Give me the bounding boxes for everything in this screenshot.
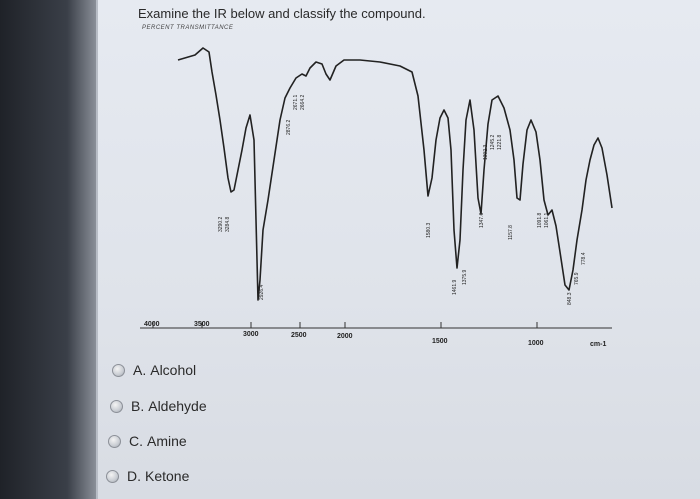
peak-label: 778.4 — [581, 252, 587, 265]
radio-button[interactable] — [108, 434, 121, 448]
x-tick-2500: 2500 — [291, 332, 307, 339]
option-alcohol[interactable]: A. Alcohol — [112, 362, 196, 378]
option-aldehyde[interactable]: B. Aldehyde — [110, 398, 207, 414]
peak-label: 2876.2 — [286, 119, 292, 135]
radio-button[interactable] — [106, 469, 119, 483]
radio-button[interactable] — [110, 399, 123, 413]
peak-label: 1375.9 — [462, 269, 468, 285]
x-tick-4000: 4000 — [144, 321, 160, 328]
peak-label: 1347.6 — [479, 212, 485, 228]
option-amine[interactable]: C. Amine — [108, 433, 187, 449]
spectrum-trace — [177, 47, 613, 301]
option-label: Aldehyde — [148, 398, 207, 414]
option-ketone[interactable]: D. Ketone — [106, 468, 189, 484]
x-tick-1500: 1500 — [432, 338, 448, 345]
option-label: Ketone — [145, 468, 190, 484]
peak-label: 1091.8 — [537, 212, 543, 228]
peak-label: 3284.8 — [225, 216, 231, 232]
peak-label: 1580.3 — [426, 222, 432, 238]
question-page: Examine the IR below and classify the co… — [96, 0, 700, 499]
peak-label: 2926.4 — [259, 284, 265, 300]
x-tick-3500: 3500 — [194, 321, 210, 328]
x-tick-unit: cm-1 — [590, 341, 606, 348]
monitor-bezel — [0, 0, 96, 499]
option-letter: D. — [127, 468, 141, 484]
peak-label: 848.3 — [567, 292, 573, 305]
x-tick-2000: 2000 — [337, 333, 353, 340]
peak-label: 1302.3 — [483, 144, 489, 160]
option-letter: A. — [133, 362, 147, 378]
x-axis-ticks — [152, 322, 538, 328]
peak-label: 2671.1 — [293, 94, 299, 110]
option-letter: C. — [129, 433, 143, 449]
peak-label: 1157.8 — [508, 225, 514, 240]
spectrum-subtitle: PERCENT TRANSMITTANCE — [142, 25, 234, 31]
peak-label: 1461.9 — [452, 279, 458, 295]
question-title: Examine the IR below and classify the co… — [138, 6, 426, 21]
peak-label: 1061.1 — [544, 212, 550, 228]
option-label: Alcohol — [150, 362, 197, 378]
peak-label: 2664.2 — [300, 94, 306, 110]
x-tick-1000: 1000 — [528, 340, 544, 347]
peak-label: 1221.8 — [497, 134, 503, 150]
option-letter: B. — [131, 398, 145, 414]
peak-label: 1245.2 — [490, 134, 496, 150]
x-tick-3000: 3000 — [243, 331, 259, 338]
peak-label: 765.9 — [574, 272, 580, 285]
option-label: Amine — [147, 433, 187, 449]
radio-button[interactable] — [112, 363, 125, 377]
peak-label: 3290.2 — [218, 216, 224, 232]
